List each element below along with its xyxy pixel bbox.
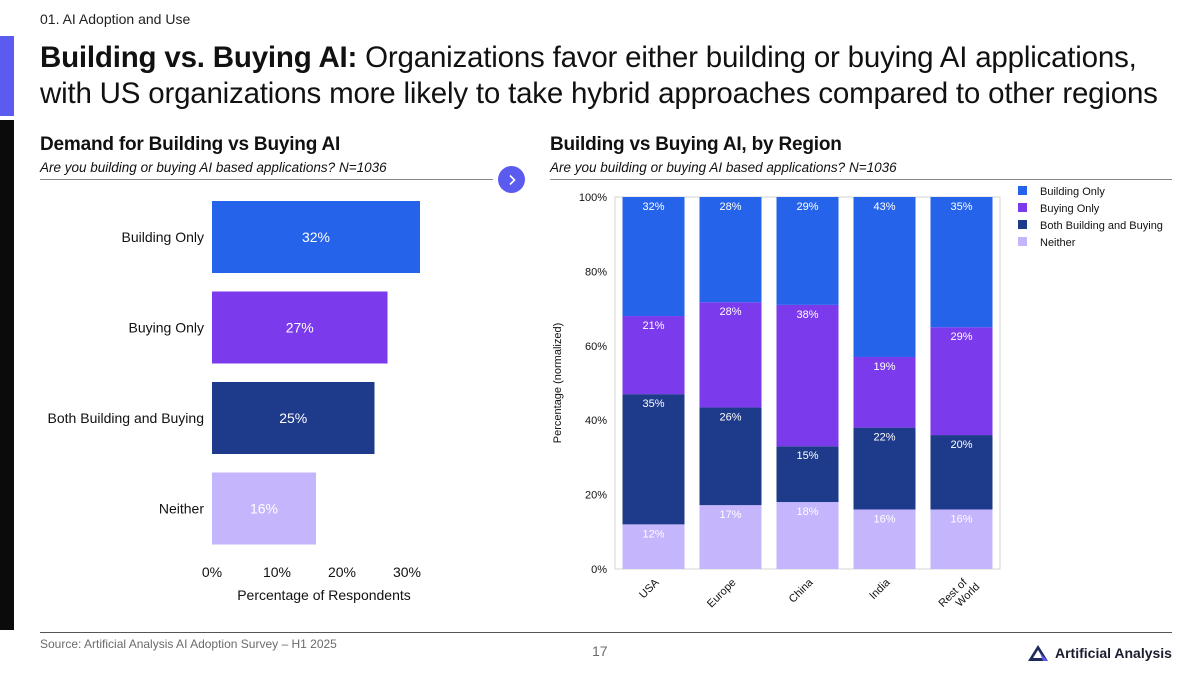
segment-label-china-buying-only: 38%	[796, 309, 818, 321]
bar-both-building-and-buying	[212, 382, 375, 454]
bar-buying-only	[212, 291, 388, 364]
segment-label-china-neither: 18%	[796, 506, 818, 518]
segment-label-usa-building-only: 32%	[642, 201, 664, 213]
bar-segment-china-building-only	[776, 197, 839, 305]
value-label-neither: 16%	[250, 501, 278, 517]
x-tick-label-usa: USA	[637, 576, 662, 601]
bar-segment-rest-of-world-buying-only	[930, 327, 993, 436]
page-number: 17	[592, 643, 608, 659]
x-axis-title: Percentage of Respondents	[237, 587, 411, 603]
segment-label-rest-of-world-neither: 16%	[950, 513, 972, 525]
brand-mark-icon	[1028, 645, 1048, 661]
legend-swatch-building-only	[1018, 186, 1027, 195]
y-tick-label: 40%	[585, 415, 607, 427]
right-chart-divider	[550, 179, 1172, 180]
chevron-right-icon	[508, 174, 516, 185]
section-label: 01. AI Adoption and Use	[40, 11, 191, 27]
x-tick-label: 20%	[328, 564, 356, 580]
bar-segment-usa-neither	[622, 524, 685, 569]
brand-logo: Artificial Analysis	[1027, 644, 1172, 662]
next-button[interactable]	[498, 166, 525, 193]
segment-label-rest-of-world-building-only: 35%	[950, 201, 972, 213]
page-title: Building vs. Buying AI: Organizations fa…	[40, 40, 1180, 112]
bar-segment-rest-of-world-neither	[930, 509, 993, 569]
x-tick-label: 30%	[393, 564, 421, 580]
legend-label-neither: Neither	[1040, 237, 1076, 249]
source-note: Source: Artificial Analysis AI Adoption …	[40, 637, 337, 651]
bar-segment-india-building-only	[853, 197, 916, 357]
accent-bar-side	[0, 120, 14, 630]
segment-label-china-building-only: 29%	[796, 201, 818, 213]
segment-label-europe-buying-only: 28%	[719, 306, 741, 318]
bar-segment-europe-neither	[699, 505, 762, 569]
footer-divider	[40, 632, 1172, 633]
x-tick-label: 0%	[202, 564, 222, 580]
y-axis-title: Percentage (normalized)	[552, 323, 564, 443]
left-chart-subtitle: Are you building or buying AI based appl…	[40, 160, 387, 175]
bar-segment-china-buying-only	[776, 304, 839, 447]
left-bar-chart: Building Only 32% Buying Only 27% Both Build…	[48, 201, 421, 603]
segment-label-india-building-only: 43%	[873, 201, 895, 213]
bar-segment-china-neither	[776, 502, 839, 569]
value-label-both-building-and-buying: 25%	[279, 410, 307, 426]
segment-label-europe-both-building-and-buying: 26%	[719, 411, 741, 423]
right-stacked-chart: 0% 20% 40% 60% 80% 100% Percentage (normalized…	[552, 186, 1163, 618]
x-tick-label-europe: Europe	[705, 577, 739, 611]
bar-segment-india-buying-only	[853, 356, 916, 428]
category-label-building-only: Building Only	[122, 229, 205, 245]
segment-label-india-buying-only: 19%	[873, 361, 895, 373]
category-label-buying-only: Buying Only	[129, 320, 204, 336]
segment-label-rest-of-world-buying-only: 29%	[950, 331, 972, 343]
x-tick-label-rest-of-world: Rest ofWorld	[936, 572, 982, 618]
bar-segment-usa-building-only	[622, 197, 685, 317]
segment-label-europe-neither: 17%	[719, 509, 741, 521]
segment-label-usa-both-building-and-buying: 35%	[642, 398, 664, 410]
y-tick-label: 20%	[585, 490, 607, 502]
page-title-rest: Organizations favor either building or b…	[40, 41, 1158, 110]
legend-swatch-both-building-and-buying	[1018, 220, 1027, 229]
accent-bar-top	[0, 36, 14, 116]
x-tick-label: 10%	[263, 564, 291, 580]
bar-segment-usa-buying-only	[622, 316, 685, 395]
category-label-neither: Neither	[159, 501, 204, 517]
bar-segment-china-both-building-and-buying	[776, 446, 839, 503]
brand-name: Artificial Analysis	[1055, 645, 1172, 661]
bar-segment-europe-building-only	[699, 197, 762, 303]
left-chart-title: Demand for Building vs Buying AI	[40, 134, 341, 155]
category-label-both-building-and-buying: Both Building and Buying	[48, 410, 204, 426]
bar-segment-usa-both-building-and-buying	[622, 394, 685, 525]
segment-label-usa-neither: 12%	[642, 528, 664, 540]
bar-neither	[212, 472, 316, 545]
y-tick-label: 0%	[591, 564, 607, 576]
legend-label-building-only: Building Only	[1040, 186, 1105, 198]
x-tick-label-china: China	[787, 576, 816, 605]
left-chart-divider	[40, 179, 493, 180]
y-tick-label: 100%	[579, 192, 607, 204]
y-tick-label: 80%	[585, 266, 607, 278]
bar-segment-europe-buying-only	[699, 302, 762, 408]
right-chart-subtitle: Are you building or buying AI based appl…	[550, 160, 897, 175]
x-tick-label-india: India	[867, 576, 893, 602]
bar-segment-rest-of-world-both-building-and-buying	[930, 435, 993, 510]
legend-label-both-building-and-buying: Both Building and Buying	[1040, 220, 1163, 232]
segment-label-india-both-building-and-buying: 22%	[873, 432, 895, 444]
bar-segment-europe-both-building-and-buying	[699, 407, 762, 506]
segment-label-europe-building-only: 28%	[719, 201, 741, 213]
bar-segment-india-both-building-and-buying	[853, 427, 916, 510]
segment-label-india-neither: 16%	[873, 513, 895, 525]
segment-label-rest-of-world-both-building-and-buying: 20%	[950, 439, 972, 451]
bar-building-only	[212, 201, 420, 273]
legend-label-buying-only: Buying Only	[1040, 203, 1100, 215]
legend-swatch-buying-only	[1018, 203, 1027, 212]
value-label-buying-only: 27%	[286, 320, 314, 336]
page-title-bold: Building vs. Buying AI:	[40, 41, 358, 74]
bar-segment-rest-of-world-building-only	[930, 197, 993, 328]
y-tick-label: 60%	[585, 341, 607, 353]
value-label-building-only: 32%	[302, 229, 330, 245]
segment-label-usa-buying-only: 21%	[642, 320, 664, 332]
legend-swatch-neither	[1018, 237, 1027, 246]
bar-segment-india-neither	[853, 509, 916, 569]
segment-label-china-both-building-and-buying: 15%	[796, 450, 818, 462]
right-chart-title: Building vs Buying AI, by Region	[550, 134, 842, 155]
